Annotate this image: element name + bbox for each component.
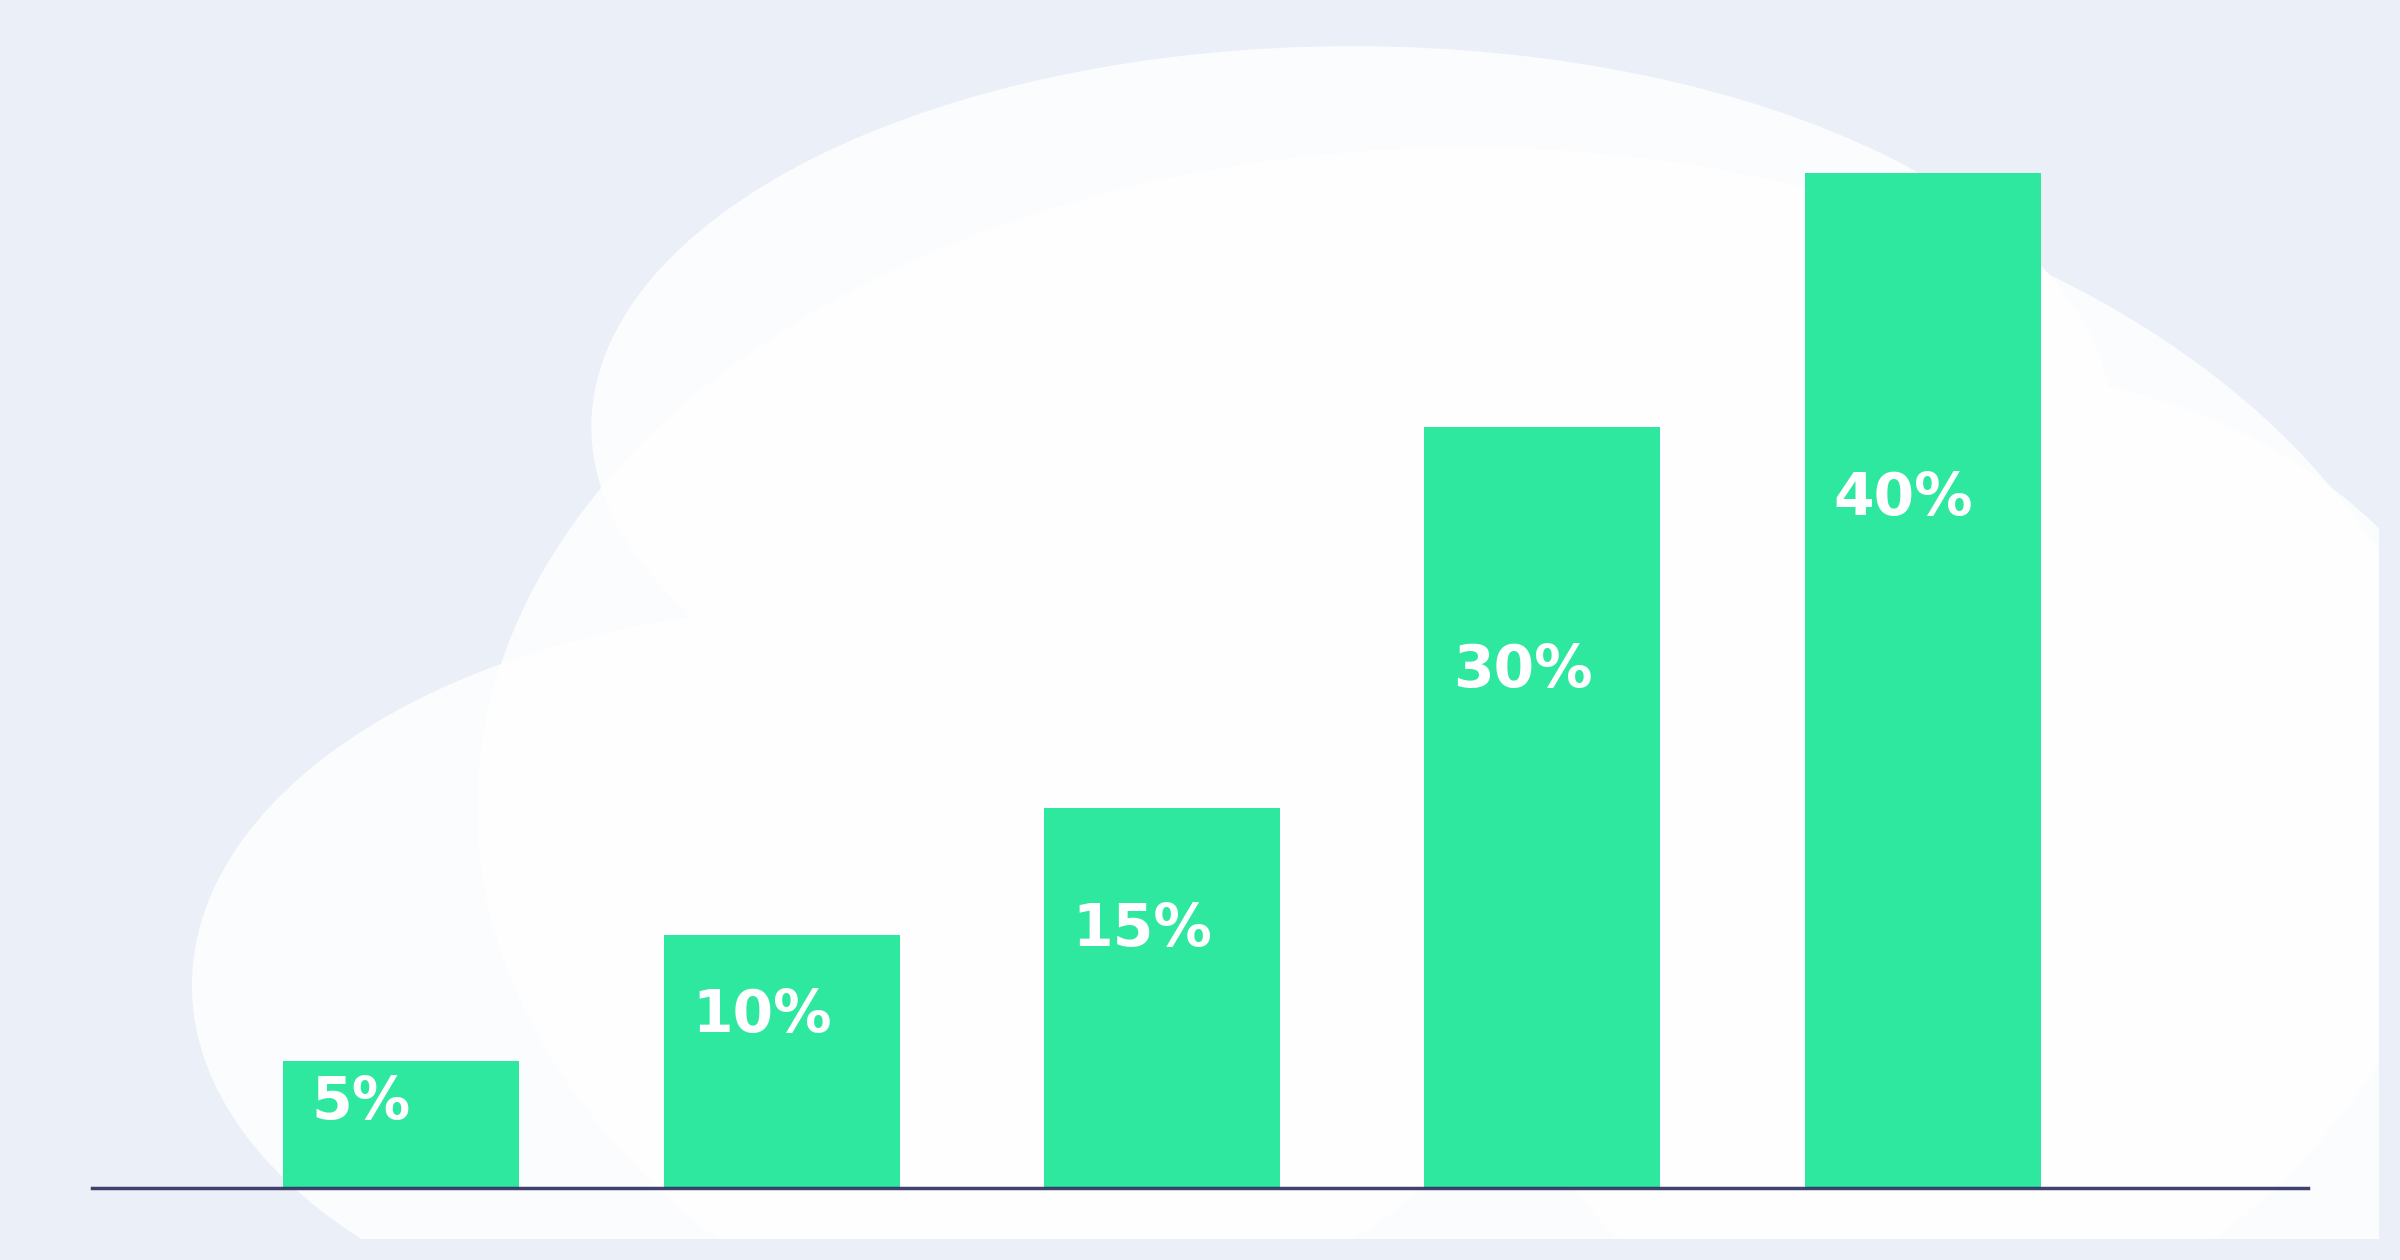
Ellipse shape <box>1466 377 2400 1260</box>
Bar <box>665 935 900 1188</box>
Ellipse shape <box>192 605 1524 1260</box>
Bar <box>1044 808 1279 1188</box>
Text: 10%: 10% <box>691 988 830 1045</box>
Ellipse shape <box>590 47 2112 808</box>
Bar <box>1426 427 1661 1188</box>
Text: 40%: 40% <box>1834 470 1973 527</box>
Ellipse shape <box>478 147 2400 1260</box>
Text: 30%: 30% <box>1452 643 1591 699</box>
Text: 15%: 15% <box>1073 901 1212 958</box>
Bar <box>283 1061 518 1188</box>
Text: 5%: 5% <box>312 1074 410 1130</box>
Bar <box>1805 173 2040 1188</box>
